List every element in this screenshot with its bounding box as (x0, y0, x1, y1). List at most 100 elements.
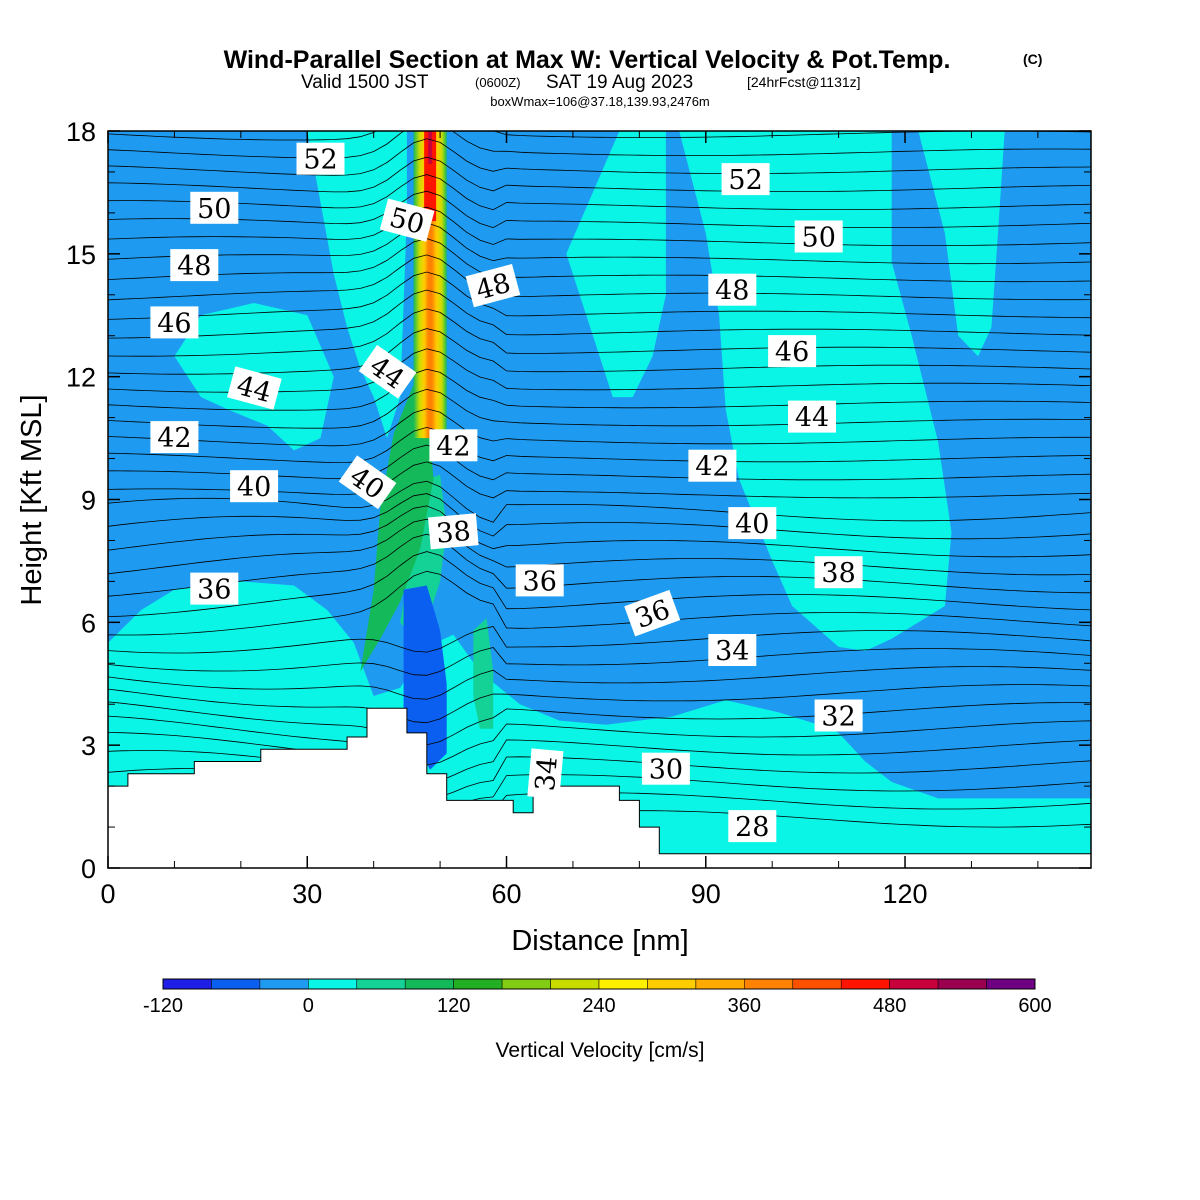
colorbar-swatch (986, 978, 1036, 990)
x-tick-label: 60 (491, 879, 521, 909)
colorbar-swatch (453, 978, 503, 990)
contour-label-52: 52 (721, 163, 770, 196)
contour-label-32: 32 (814, 699, 863, 733)
title-line3: boxWmax=106@37.18,139.93,2476m (490, 94, 710, 109)
contour-label-48: 48 (170, 249, 219, 282)
theta-contour-line (108, 254, 1091, 301)
colorbar-swatch (937, 978, 987, 990)
theta-contour-line (108, 570, 1091, 636)
plot-area (108, 131, 1091, 868)
contour-label-38: 38 (814, 556, 863, 589)
contour-label-box (515, 564, 564, 597)
theta-contour-line (108, 533, 1091, 597)
vv-region-far-right-band (918, 131, 1005, 357)
colorbar-swatch (647, 978, 697, 990)
contour-label-box (814, 556, 863, 589)
contour-label-box (814, 699, 863, 732)
colorbar-tick-label: 600 (1018, 995, 1051, 1017)
contour-label-50: 50 (794, 220, 843, 254)
theta-contour-line (108, 518, 1091, 576)
theta-contour-line (108, 426, 1091, 464)
x-tick-label: 30 (292, 879, 322, 909)
contour-label-text: 42 (436, 431, 470, 462)
contour-label-text: 50 (802, 223, 836, 254)
x-tick-label: 0 (100, 879, 115, 909)
contour-label-text: 46 (157, 308, 191, 339)
colorbar-swatch (308, 978, 357, 990)
contour-label-38: 38 (428, 513, 479, 550)
contour-label-text: 44 (795, 403, 829, 434)
theta-contour-line (108, 493, 1091, 540)
colorbar-frame (162, 978, 1036, 990)
title-main: Wind-Parallel Section at Max W: Vertical… (224, 46, 951, 74)
contour-label-36: 36 (190, 572, 239, 606)
vv-region-ascent-column (360, 384, 434, 672)
colorbar-tick-label: 240 (582, 995, 615, 1017)
theta-contour-line (108, 190, 1091, 229)
colorbar: -120 0 120 240 360 480 600 (143, 978, 1052, 1017)
title-line2-d: [24hrFcst@1131z] (747, 74, 861, 90)
theta-contour-line (108, 222, 1091, 265)
colorbar-swatch (162, 978, 212, 990)
y-tick-label: 0 (81, 854, 96, 884)
theta-contour-line (108, 156, 1091, 193)
theta-contour-line (108, 174, 1091, 211)
contour-label-46: 46 (150, 306, 199, 339)
contour-label-box (296, 142, 345, 175)
contour-label-40: 40 (230, 470, 279, 503)
y-tick-label: 12 (66, 363, 96, 393)
colorbar-swatch (792, 978, 842, 990)
contour-label-box (428, 513, 479, 550)
y-tick-label: 9 (81, 486, 96, 516)
y-tick-label: 15 (66, 240, 96, 270)
theta-contour-line (108, 684, 1091, 724)
y-tick-label: 18 (66, 117, 96, 147)
contour-label-34: 34 (708, 634, 757, 667)
theta-contour-line (108, 732, 1091, 784)
terrain-mask (108, 707, 1091, 868)
theta-contour-line (108, 289, 1091, 339)
theta-contour-line (108, 626, 1091, 654)
theta-contour-line (108, 408, 1091, 447)
contour-label-box (721, 163, 770, 196)
colorbar-swatch (550, 978, 600, 990)
title-line2-c: SAT 19 Aug 2023 (546, 72, 693, 93)
contour-label-text: 42 (695, 452, 729, 483)
contour-label-text: 48 (715, 276, 749, 307)
contour-label-box (150, 306, 199, 339)
contour-label-text: 40 (237, 472, 271, 503)
contour-label-text: 38 (821, 558, 855, 589)
contour-label-text: 48 (177, 251, 211, 282)
contour-label-44: 44 (788, 400, 836, 434)
colorbar-title: Vertical Velocity [cm/s] (496, 1039, 705, 1062)
colorbar-swatch (356, 978, 406, 990)
theta-contour-line (108, 368, 1091, 411)
contour-label-box (227, 366, 282, 410)
contour-label-28: 28 (728, 810, 777, 843)
colorbar-tick-label: 480 (873, 995, 906, 1017)
theta-contour-line (108, 715, 1091, 766)
colorbar-swatch (598, 978, 648, 990)
colorbar-swatch (501, 978, 551, 990)
contour-label-box (338, 455, 397, 510)
contour-label-box (358, 344, 417, 399)
contour-label-box (379, 198, 435, 242)
title-line2-a: Valid 1500 JST (301, 72, 429, 93)
contour-label-text: 40 (735, 509, 769, 540)
y-axis-title: Height [Kft MSL] (16, 394, 48, 605)
theta-contour-line (108, 505, 1091, 558)
contour-label-text: 36 (523, 566, 557, 597)
contour-label-box (794, 220, 843, 253)
colorbar-tick-label: -120 (143, 995, 183, 1017)
theta-contour-line (108, 308, 1091, 357)
colorbar-tick-label: 120 (437, 995, 470, 1017)
contour-label-box (429, 429, 478, 462)
colorbar-tick-label: 360 (728, 995, 761, 1017)
theta-contour-line (108, 238, 1091, 283)
contour-label-box (641, 752, 690, 785)
colorbar-tick-label: 0 (303, 995, 314, 1017)
contour-label-box (728, 810, 777, 843)
vv-region-downdraft-edge (403, 585, 447, 770)
